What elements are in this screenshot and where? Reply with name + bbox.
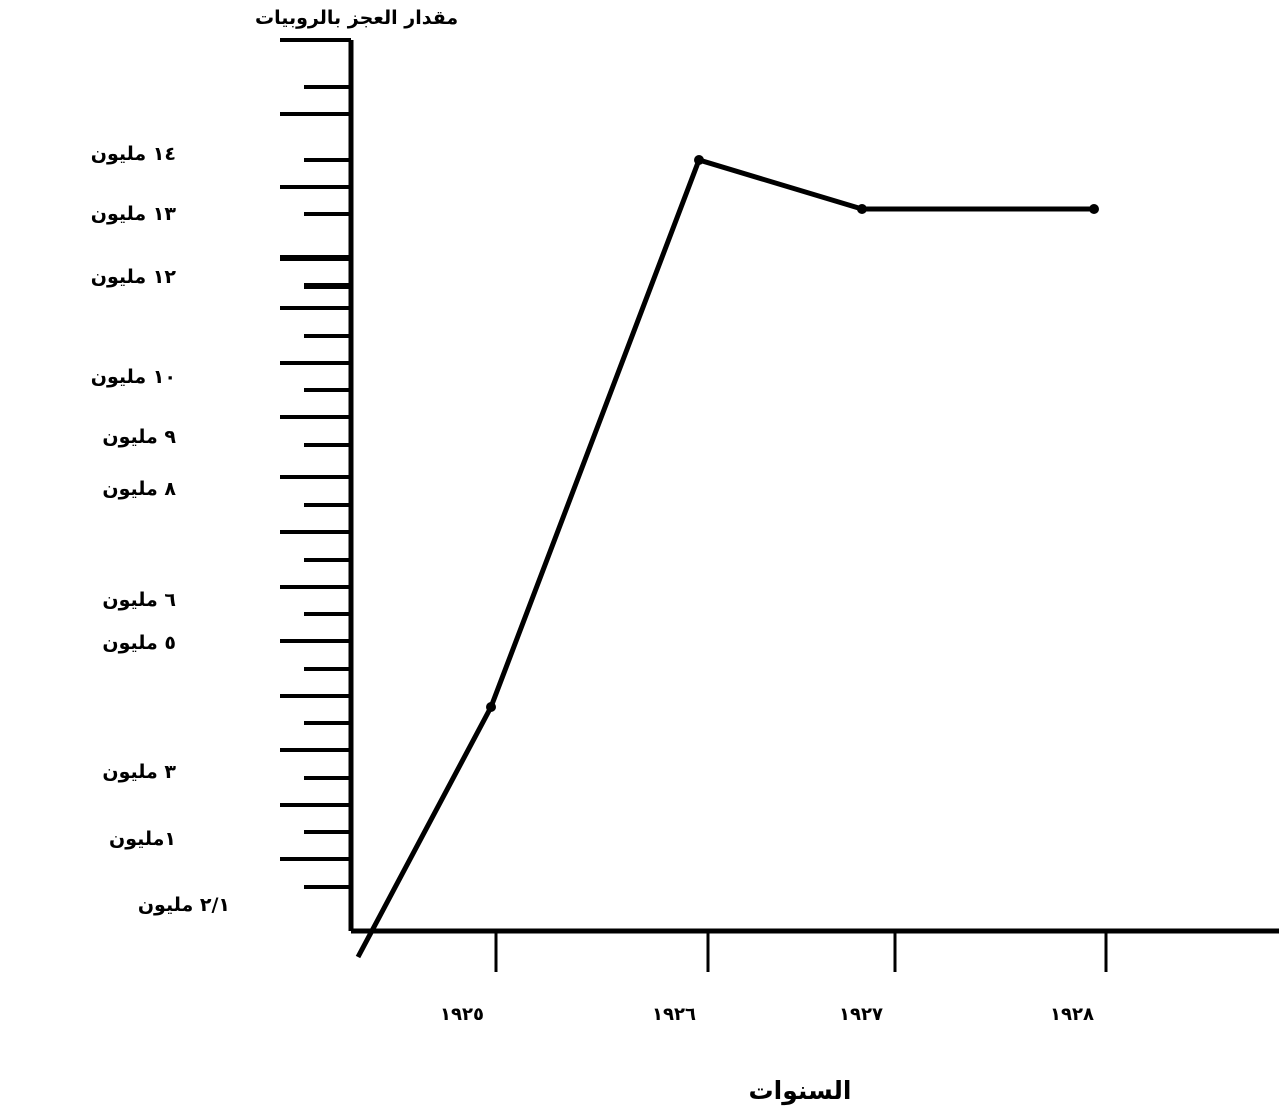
x-axis-title: السنوات (749, 1076, 852, 1106)
y-tick-label: ٦ مليون (102, 589, 176, 611)
y-tick-label: ١٤ مليون (91, 143, 176, 165)
y-tick-label: ٩ مليون (102, 426, 176, 448)
x-tick-label: ١٩٢٥ (440, 1004, 484, 1025)
y-axis-title: مقدار العجز بالروبيات (255, 7, 458, 29)
y-tick-label: ٣ مليون (102, 761, 176, 783)
series-layer (358, 155, 1099, 957)
x-tick-label: ١٩٢٧ (839, 1004, 883, 1025)
y-tick-label: ١٢ مليون (91, 266, 177, 288)
y-tick-label: ١مليون (109, 828, 176, 850)
y-tick-label: ١٠ مليون (91, 366, 176, 388)
y-tick-label: ٥ مليون (102, 632, 176, 654)
data-point (694, 155, 704, 165)
y-axis-ticks (280, 40, 351, 887)
y-tick-label: ٨ مليون (102, 478, 176, 500)
y-tick-label: ٢/١ مليون (138, 894, 230, 916)
series-line (358, 160, 1094, 957)
x-tick-labels: ١٩٢٥ ١٩٢٦ ١٩٢٧ ١٩٢٨ (440, 1004, 1094, 1025)
x-tick-label: ١٩٢٨ (1050, 1004, 1094, 1025)
y-tick-label: ١٣ مليون (91, 203, 177, 225)
x-axis-ticks (496, 931, 1106, 972)
data-point (1089, 204, 1099, 214)
data-point (486, 702, 496, 712)
data-point (857, 204, 867, 214)
x-tick-label: ١٩٢٦ (652, 1004, 696, 1025)
y-tick-labels: ٢/١ مليون ١مليون ٣ مليون ٥ مليون ٦ مليون ٨ مل… (91, 143, 230, 916)
